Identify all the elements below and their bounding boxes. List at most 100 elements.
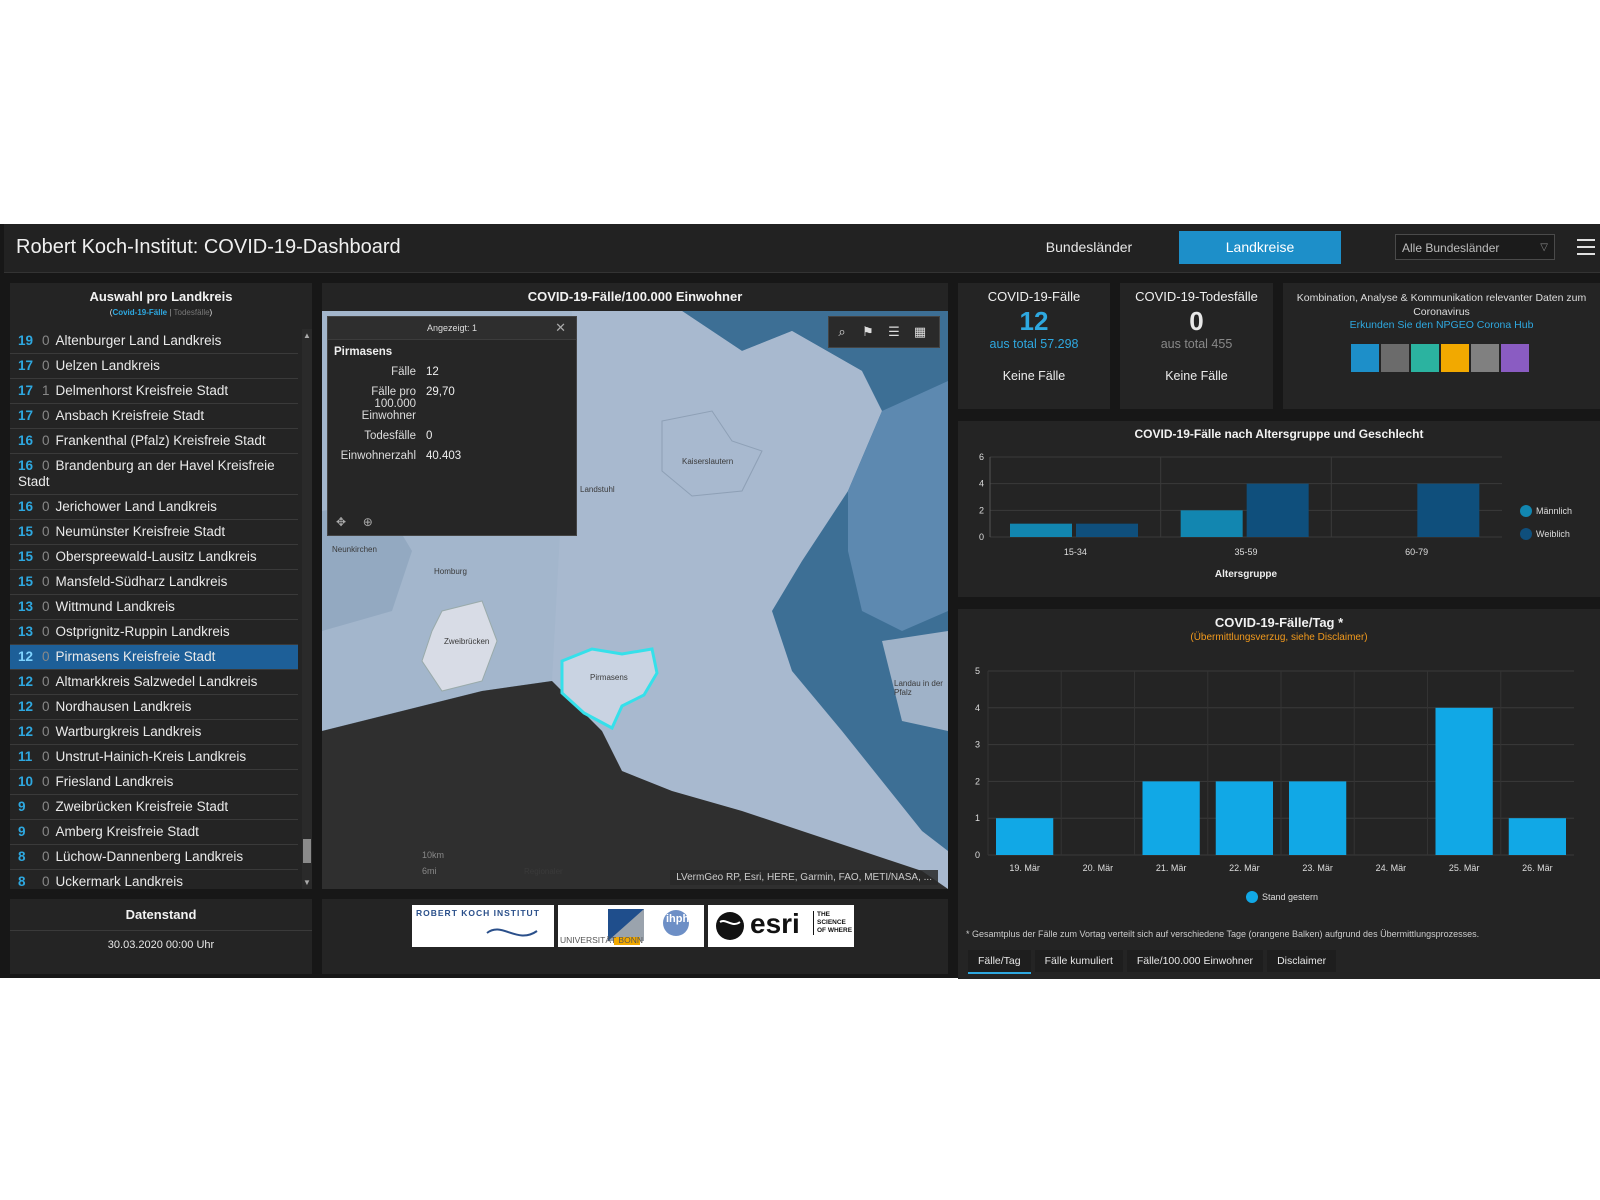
district-row[interactable]: 13 0 Wittmund Landkreis (10, 595, 298, 620)
district-deaths: 0 (42, 408, 50, 423)
district-name: Brandenburg an der Havel Kreisfreie Stad… (18, 458, 275, 489)
deaths-note: Keine Fälle (1165, 369, 1228, 383)
zoom-to-icon[interactable]: ⊕ (362, 515, 373, 529)
bookmark-icon[interactable]: ⚑ (862, 324, 874, 339)
district-row[interactable]: 16 0 Brandenburg an der Havel Kreisfreie S… (10, 454, 298, 495)
district-name: Uelzen Landkreis (55, 358, 160, 373)
daily-bar (1435, 707, 1493, 855)
district-row[interactable]: 15 0 Oberspreewald-Lausitz Landkreis (10, 545, 298, 570)
popup-field: Fälle 12 (328, 366, 576, 378)
district-row[interactable]: 12 0 Wartburgkreis Landkreis (10, 720, 298, 745)
cases-stat-card: COVID-19-Fälle 12 aus total 57.298 Keine… (958, 283, 1110, 409)
district-cases: 8 (18, 849, 26, 864)
age-x-label: Altersgruppe (1215, 569, 1278, 580)
district-deaths: 0 (42, 649, 50, 664)
district-row[interactable]: 17 1 Delmenhorst Kreisfreie Stadt (10, 379, 298, 404)
map-view[interactable]: Kaiserslautern Landstuhl Neunkirchen Hombur… (322, 311, 948, 889)
chart-tab[interactable]: Fälle/Tag (968, 950, 1031, 974)
plant-icon[interactable] (1351, 344, 1379, 372)
daily-y-tick: 2 (975, 776, 980, 786)
popup-field-label: Fälle (391, 366, 416, 378)
daily-x-tick: 25. Mär (1449, 863, 1480, 873)
construction-icon[interactable] (1441, 344, 1469, 372)
district-deaths: 0 (42, 774, 50, 789)
health-icon[interactable] (1411, 344, 1439, 372)
npgeo-hub-link[interactable]: Erkunden Sie den NPGEO Corona Hub (1349, 319, 1534, 331)
popup-field: Fälle pro 100.000 Einwohner 29,70 (328, 386, 576, 422)
district-name: Pirmasens Kreisfreie Stadt (55, 649, 216, 664)
district-row[interactable]: 8 0 Lüchow-Dannenberg Landkreis (10, 845, 298, 870)
district-cases: 11 (18, 749, 33, 764)
district-row[interactable]: 10 0 Friesland Landkreis (10, 770, 298, 795)
district-name: Ostprignitz-Ruppin Landkreis (55, 624, 230, 639)
logo-panel: ROBERT KOCH INSTITUT UNIVERSITÄT BONN ih… (322, 899, 948, 974)
district-row[interactable]: 12 0 Nordhausen Landkreis (10, 695, 298, 720)
search-icon[interactable]: ⌕ (838, 324, 846, 339)
uni-bonn-text: UNIVERSITÄT BONN (560, 935, 643, 945)
district-deaths: 0 (42, 874, 50, 889)
rki-logo: ROBERT KOCH INSTITUT (412, 905, 554, 947)
legend-separator: | (169, 308, 172, 317)
district-row[interactable]: 15 0 Mansfeld-Südharz Landkreis (10, 570, 298, 595)
location-icon[interactable] (1381, 344, 1409, 372)
district-cases: 16 (18, 458, 34, 473)
district-cases: 16 (18, 499, 34, 514)
district-deaths: 0 (42, 433, 50, 448)
building-icon[interactable] (1501, 344, 1529, 372)
chart-tab[interactable]: Fälle/100.000 Einwohner (1126, 950, 1264, 972)
district-row[interactable]: 12 0 Altmarkkreis Salzwedel Landkreis (10, 670, 298, 695)
district-row[interactable]: 13 0 Ostprignitz-Ruppin Landkreis (10, 620, 298, 645)
age-y-tick: 0 (979, 532, 984, 542)
district-row[interactable]: 8 0 Uckermark Landkreis (10, 870, 298, 889)
daily-cases-chart: 0 1 2 3 4 5 19. Mär 20. Mär 21. Mär 22. Mär 23. Mä… (975, 666, 1574, 903)
district-deaths: 0 (42, 458, 50, 473)
nav-landkreise[interactable]: Landkreise (1179, 231, 1341, 264)
district-row[interactable]: 15 0 Neumünster Kreisfreie Stadt (10, 520, 298, 545)
district-row[interactable]: 19 0 Altenburger Land Landkreis (10, 329, 298, 354)
district-row[interactable]: 11 0 Unstrut-Hainich-Kreis Landkreis (10, 745, 298, 770)
district-name: Frankenthal (Pfalz) Kreisfreie Stadt (55, 433, 266, 448)
district-cases: 16 (18, 433, 34, 448)
popup-feature-name: Pirmasens (334, 346, 393, 358)
district-row[interactable]: 17 0 Uelzen Landkreis (10, 354, 298, 379)
chevron-down-icon: ▽ (1540, 242, 1548, 253)
district-row[interactable]: 16 0 Jerichower Land Landkreis (10, 495, 298, 520)
age-chart-title: COVID-19-Fälle nach Altersgruppe und Ges… (1134, 427, 1424, 441)
state-dropdown[interactable]: Alle Bundesländer ▽ (1395, 234, 1555, 260)
daily-x-tick: 20. Mär (1083, 863, 1114, 873)
district-name: Neumünster Kreisfreie Stadt (55, 524, 226, 539)
scroll-thumb[interactable] (303, 839, 311, 863)
district-row[interactable]: 9 0 Amberg Kreisfreie Stadt (10, 820, 298, 845)
map-place-label: Zweibrücken (444, 637, 490, 646)
age-x-tick: 15-34 (1064, 547, 1087, 557)
district-row[interactable]: 17 0 Ansbach Kreisfreie Stadt (10, 404, 298, 429)
legend-label: Männlich (1536, 506, 1572, 516)
popup-fields: Fälle 12 Fälle pro 100.000 Einwohner 29,70 T… (328, 366, 576, 462)
chart-tab[interactable]: Fälle kumuliert (1034, 950, 1123, 972)
basemap-gallery-icon[interactable]: ▦ (913, 324, 927, 339)
legend-label: Stand gestern (1262, 892, 1318, 902)
scroll-up-icon[interactable]: ▲ (303, 331, 311, 340)
nav-bundeslaender[interactable]: Bundesländer (1045, 239, 1133, 255)
hamburger-menu-icon[interactable] (1577, 239, 1595, 260)
district-deaths: 0 (42, 724, 50, 739)
chart-footnote: * Gesamtplus der Fälle zum Vortag vertei… (966, 929, 1480, 939)
close-icon[interactable]: ✕ (555, 320, 566, 335)
district-row[interactable]: 16 0 Frankenthal (Pfalz) Kreisfreie Stadt (10, 429, 298, 454)
scroll-down-icon[interactable]: ▼ (303, 878, 311, 887)
layer-list-icon[interactable]: ☰ (888, 324, 900, 339)
district-list-panel: Auswahl pro Landkreis (Covid-19-Fälle | … (10, 283, 312, 889)
uni-bonn-logo: UNIVERSITÄT BONN ihph (558, 905, 704, 947)
daily-chart-title: COVID-19-Fälle/Tag * (1214, 615, 1344, 630)
popup-field-label: Todesfälle (364, 430, 416, 442)
list-legend: (Covid-19-Fälle | Todesfälle) (109, 308, 213, 317)
chart-tab[interactable]: Disclaimer (1267, 950, 1337, 972)
pan-icon[interactable]: ✥ (336, 515, 347, 529)
district-name: Wartburgkreis Landkreis (55, 724, 202, 739)
app-title: Robert Koch-Institut: COVID-19-Dashboard (16, 236, 401, 258)
district-row[interactable]: 12 0 Pirmasens Kreisfreie Stadt (10, 645, 298, 670)
car-icon[interactable] (1471, 344, 1499, 372)
age-bar (1076, 523, 1138, 537)
district-row[interactable]: 9 0 Zweibrücken Kreisfreie Stadt (10, 795, 298, 820)
list-scrollbar[interactable]: ▲ ▼ (302, 329, 312, 889)
